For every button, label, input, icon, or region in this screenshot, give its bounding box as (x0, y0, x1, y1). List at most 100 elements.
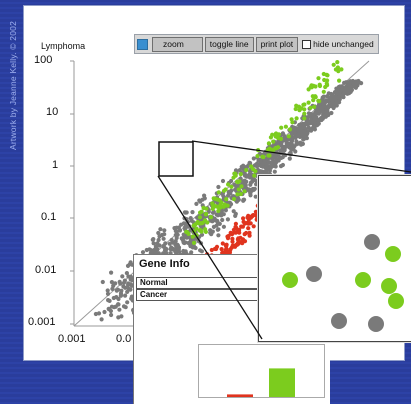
gene-point-up (302, 111, 307, 116)
gene-point-up (192, 229, 197, 234)
cancer-bar (269, 368, 295, 397)
gene-point-unchanged (114, 295, 119, 300)
gene-point-unchanged (299, 142, 304, 147)
gene-point-up (226, 182, 231, 187)
gene-point-unchanged (322, 101, 327, 106)
gene-point-up (191, 223, 196, 228)
gene-point-up (233, 173, 238, 178)
gene-point-down (238, 235, 243, 240)
normal-row: Normal (136, 277, 261, 289)
y-tick-10: 10 (46, 106, 59, 118)
gene-point-unchanged (288, 150, 293, 155)
gene-point-up (271, 139, 276, 144)
gene-point-unchanged (120, 274, 125, 279)
gene-point-unchanged (129, 283, 134, 288)
gene-point-up (255, 153, 260, 159)
gene-point-unchanged (251, 187, 256, 192)
zoom-button[interactable]: zoom (152, 36, 203, 52)
gene-point-up (205, 220, 210, 225)
gene-point-unchanged (175, 242, 180, 247)
gene-point-unchanged (353, 81, 358, 86)
gene-point-up (250, 167, 256, 172)
gene-point-unchanged (310, 112, 315, 117)
gene-point-up (279, 125, 284, 130)
gene-point-up (311, 98, 316, 103)
zoomed-point-green (282, 272, 298, 288)
gene-point-up (337, 78, 342, 83)
gene-point-unchanged (208, 228, 213, 233)
gene-point-unchanged (128, 274, 133, 279)
gene-point-down (230, 232, 235, 237)
gene-point-unchanged (258, 158, 263, 163)
gene-point-up (267, 153, 272, 158)
gene-point-unchanged (300, 132, 305, 137)
gene-point-up (312, 104, 317, 109)
zoomed-point-green (355, 272, 371, 288)
gene-point-unchanged (189, 218, 194, 223)
zoomed-point-gray (364, 234, 380, 250)
gene-point-up (323, 84, 328, 90)
gene-point-up (239, 184, 244, 189)
gene-point-unchanged (248, 180, 253, 185)
gene-point-unchanged (109, 270, 114, 275)
gene-point-unchanged (280, 131, 285, 136)
gene-point-up (271, 147, 276, 152)
gene-point-up (335, 60, 340, 65)
x-tick-0.001: 0.001 (58, 333, 86, 345)
gene-point-unchanged (112, 305, 117, 310)
gene-point-up (313, 95, 318, 100)
gene-point-unchanged (119, 288, 124, 293)
gene-point-up (194, 233, 199, 238)
gene-point-unchanged (118, 293, 123, 298)
hide-unchanged-label: hide unchanged (313, 39, 374, 49)
gene-point-up (198, 221, 203, 226)
gene-point-up (199, 209, 204, 214)
gene-point-unchanged (320, 95, 325, 100)
gene-point-up (256, 148, 261, 153)
gene-point-unchanged (110, 286, 115, 291)
gene-point-up (308, 105, 313, 110)
gene-point-unchanged (344, 80, 349, 85)
gene-point-down (251, 224, 256, 229)
gene-point-unchanged (289, 136, 294, 141)
gene-point-unchanged (326, 112, 331, 118)
gene-point-up (185, 230, 190, 235)
gene-point-unchanged (333, 97, 338, 102)
gene-point-unchanged (301, 123, 306, 128)
gene-point-unchanged (125, 300, 130, 305)
gene-point-down (230, 239, 235, 244)
gene-point-unchanged (126, 286, 131, 291)
gene-point-unchanged (182, 235, 187, 240)
gene-point-unchanged (241, 197, 246, 202)
gene-point-up (339, 67, 344, 72)
gene-point-unchanged (281, 152, 286, 157)
gene-point-unchanged (251, 156, 256, 161)
print-plot-button[interactable]: print plot (255, 36, 299, 52)
gene-point-up (289, 117, 294, 122)
gene-point-unchanged (182, 210, 187, 215)
gene-point-unchanged (326, 91, 331, 96)
gene-point-unchanged (149, 250, 154, 255)
gene-point-unchanged (194, 201, 199, 206)
gene-point-down (236, 229, 241, 235)
gene-point-unchanged (262, 158, 267, 163)
artwork-credit: Artwork by Jeanne Kelly. © 2002 (8, 20, 18, 150)
gene-point-down (241, 219, 246, 224)
gene-point-unchanged (107, 298, 112, 303)
gene-point-unchanged (284, 144, 289, 149)
gene-point-unchanged (102, 309, 107, 315)
toggle-line-button[interactable]: toggle line (204, 36, 254, 52)
gene-point-unchanged (282, 134, 287, 139)
blue-square-icon[interactable] (137, 38, 148, 50)
gene-point-unchanged (268, 160, 273, 166)
checkbox-icon[interactable] (302, 39, 312, 49)
y-tick-1: 1 (52, 159, 59, 171)
gene-point-up (309, 85, 314, 90)
gene-point-up (208, 215, 214, 220)
gene-point-up (302, 116, 307, 121)
normal-bar (227, 394, 253, 397)
gene-point-unchanged (243, 183, 248, 188)
hide-unchanged-toggle[interactable]: hide unchanged (300, 39, 376, 49)
gene-point-down (240, 241, 245, 246)
gene-point-unchanged (123, 293, 128, 298)
